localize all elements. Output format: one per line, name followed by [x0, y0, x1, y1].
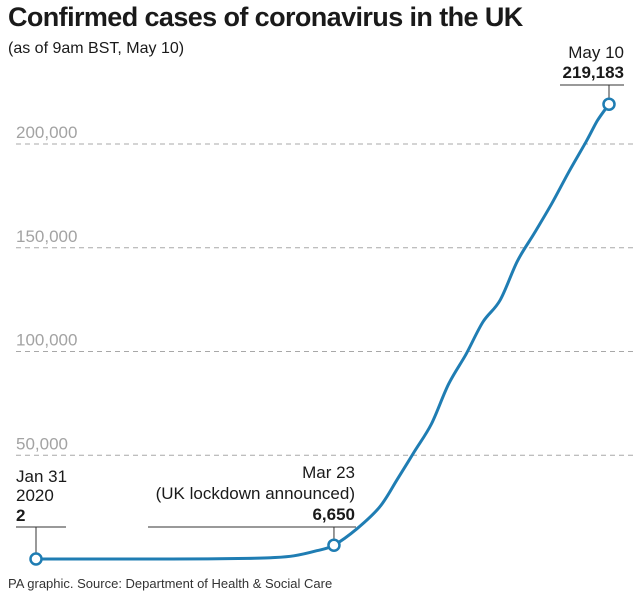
y-tick-labels: 50,000 100,000 150,000 200,000: [16, 123, 77, 453]
y-tick-label-100000: 100,000: [16, 331, 77, 350]
annotation-may10-date: May 10: [568, 43, 624, 62]
annotation-mar23-note: (UK lockdown announced): [156, 484, 355, 503]
annotation-mar23-value: 6,650: [312, 505, 355, 524]
y-tick-label-200000: 200,000: [16, 123, 77, 142]
annotation-may10-value: 219,183: [563, 63, 624, 82]
source-note: PA graphic. Source: Department of Health…: [8, 576, 333, 591]
annotation-leaders: [16, 84, 624, 553]
point-marker-2020-01-31: [29, 552, 43, 566]
annotation-jan31-date: Jan 31: [16, 467, 67, 486]
grid-layer: [16, 143, 636, 456]
point-markers: [29, 97, 616, 566]
chart-subtitle: (as of 9am BST, May 10): [8, 40, 185, 57]
annotation-jan31-year: 2020: [16, 486, 54, 505]
y-tick-label-50000: 50,000: [16, 434, 68, 453]
point-marker-2020-03-23: [327, 538, 341, 552]
series-line-cases: [34, 102, 611, 561]
annotation-jan31-value: 2: [16, 506, 25, 525]
point-marker-2020-05-10: [602, 97, 616, 111]
annotation-mar23-date: Mar 23: [302, 463, 355, 482]
chart-title: Confirmed cases of coronavirus in the UK: [8, 2, 523, 32]
y-tick-label-150000: 150,000: [16, 227, 77, 246]
